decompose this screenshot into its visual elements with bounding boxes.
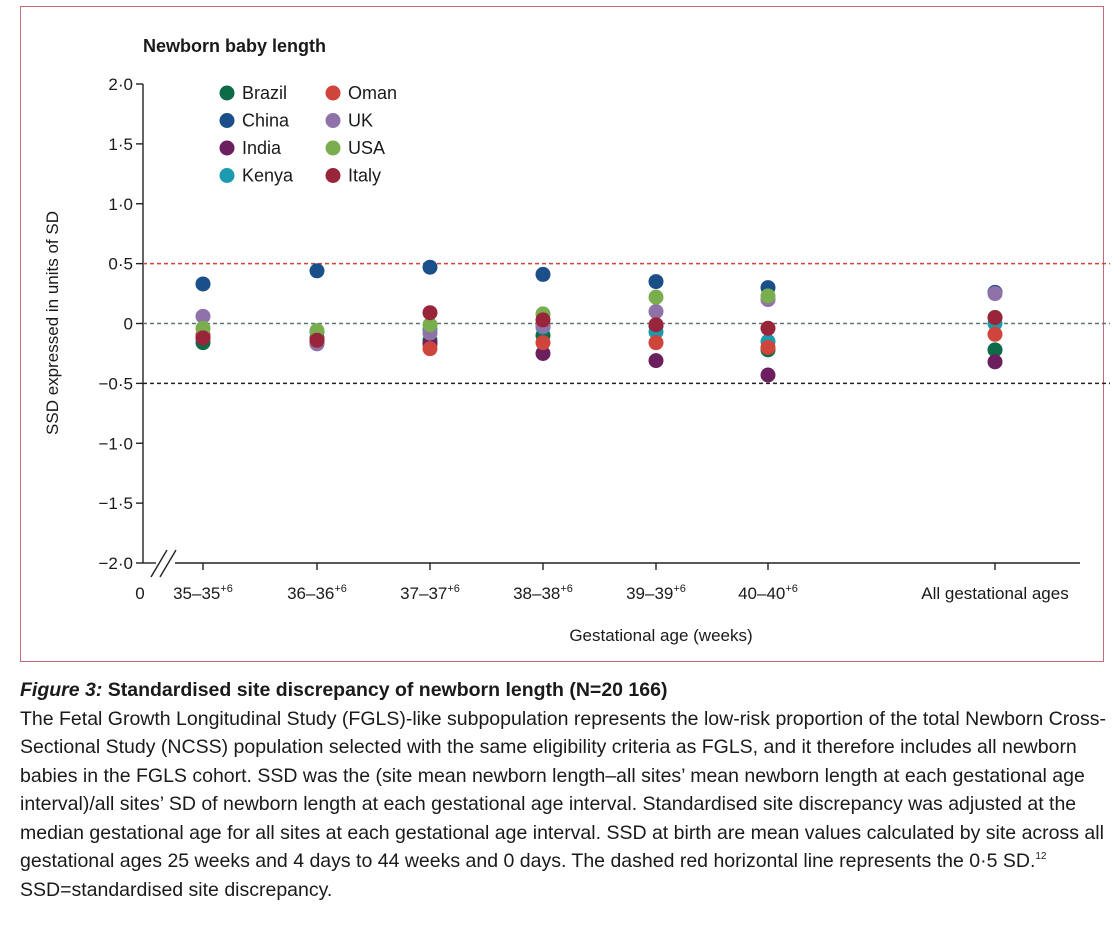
legend-marker-uk: [325, 113, 341, 128]
point-italy: [535, 312, 551, 328]
point-china: [648, 274, 664, 290]
legend: Brazil China India Kenya Oman UK USA Italy: [219, 83, 397, 186]
legend-label-usa: USA: [348, 138, 385, 158]
axis-break-mark: [159, 549, 177, 578]
point-italy: [987, 310, 1003, 326]
point-italy: [648, 317, 664, 333]
point-oman: [648, 335, 664, 351]
legend-marker-india: [219, 140, 235, 156]
point-usa: [648, 289, 664, 305]
figure-label: Figure 3:: [20, 679, 103, 701]
legend-marker-kenya: [219, 168, 235, 183]
point-uk: [195, 308, 211, 324]
x-origin-label: 0: [135, 584, 144, 603]
point-italy: [760, 320, 776, 336]
point-oman: [987, 326, 1003, 342]
point-china: [535, 266, 551, 282]
y-tick-label: −1·5: [99, 494, 134, 513]
point-china: [309, 263, 325, 279]
y-tick-label: −2·0: [99, 554, 134, 573]
legend-marker-usa: [325, 140, 341, 156]
point-india: [987, 354, 1003, 370]
legend-marker-oman: [325, 85, 341, 101]
plot-layer: 2·01·51·00·50−0·5−1·0−1·5−2·00 35–35+6 36–…: [99, 75, 1110, 603]
point-oman: [422, 341, 438, 357]
legend-marker-brazil: [219, 85, 235, 101]
legend-label-kenya: Kenya: [242, 166, 294, 186]
x-tick-label: 39–39+6: [626, 583, 686, 603]
y-tick-label: 0·5: [108, 255, 133, 274]
x-tick-label: 38–38+6: [513, 583, 573, 603]
point-oman: [535, 335, 551, 351]
x-tick-label: 35–35+6: [173, 583, 233, 603]
legend-label-uk: UK: [348, 111, 373, 131]
point-oman: [760, 339, 776, 355]
x-tick-label: 40–40+6: [738, 583, 798, 603]
point-china: [195, 276, 211, 292]
reference-superscript: 12: [1035, 851, 1047, 862]
point-italy: [195, 330, 211, 346]
x-tick-label: 36–36+6: [287, 583, 347, 603]
x-axis-label: Gestational age (weeks): [569, 626, 752, 645]
point-india: [648, 353, 664, 369]
point-india: [760, 367, 776, 383]
axis-break-mark: [150, 549, 168, 578]
y-tick-label: −1·0: [99, 434, 134, 453]
caption-heading: Figure 3: Standardised site discrepancy …: [20, 676, 1110, 705]
legend-label-india: India: [242, 138, 282, 158]
point-india: [535, 345, 551, 361]
point-italy: [309, 332, 325, 348]
legend-label-brazil: Brazil: [242, 83, 287, 103]
figure-frame: [20, 6, 1104, 662]
legend-label-italy: Italy: [348, 166, 381, 186]
caption-body-text: The Fetal Growth Longitudinal Study (FGL…: [20, 707, 1107, 873]
y-axis-label: SSD expressed in units of SD: [43, 211, 62, 435]
point-usa: [760, 288, 776, 304]
x-tick-label: All gestational ages: [921, 584, 1068, 603]
figure-caption: Figure 3: Standardised site discrepancy …: [20, 676, 1110, 904]
chart-title: Newborn baby length: [143, 36, 326, 56]
ssd-scatter-chart: Newborn baby length SSD expressed in uni…: [43, 36, 1110, 645]
caption-tail-text: SSD=standardised site discrepancy.: [20, 878, 333, 901]
point-usa: [422, 317, 438, 333]
point-china: [422, 259, 438, 275]
y-tick-label: 1·5: [108, 135, 133, 154]
y-tick-label: 2·0: [108, 75, 133, 94]
point-brazil: [987, 342, 1003, 358]
point-uk: [648, 304, 664, 320]
y-tick-label: 0: [124, 315, 133, 334]
legend-label-oman: Oman: [348, 83, 397, 103]
y-tick-label: −0·5: [99, 374, 134, 393]
legend-marker-china: [219, 113, 235, 128]
legend-marker-italy: [325, 168, 341, 183]
x-tick-label: 37–37+6: [400, 583, 460, 603]
point-italy: [422, 305, 438, 321]
y-tick-label: 1·0: [108, 195, 133, 214]
point-uk: [987, 286, 1003, 302]
figure-title: Standardised site discrepancy of newborn…: [102, 679, 668, 701]
caption-body: The Fetal Growth Longitudinal Study (FGL…: [20, 705, 1110, 905]
legend-label-china: China: [242, 111, 290, 131]
